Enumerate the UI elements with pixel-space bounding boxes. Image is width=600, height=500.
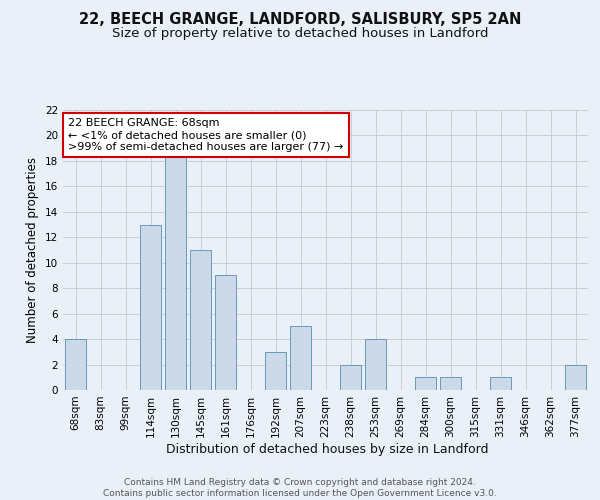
Bar xyxy=(290,326,311,390)
Bar xyxy=(340,364,361,390)
Text: Contains HM Land Registry data © Crown copyright and database right 2024.
Contai: Contains HM Land Registry data © Crown c… xyxy=(103,478,497,498)
Text: 22 BEECH GRANGE: 68sqm
← <1% of detached houses are smaller (0)
>99% of semi-det: 22 BEECH GRANGE: 68sqm ← <1% of detached… xyxy=(68,118,344,152)
Bar xyxy=(265,352,286,390)
Bar xyxy=(65,339,86,390)
Bar xyxy=(490,378,511,390)
Bar xyxy=(565,364,586,390)
Bar xyxy=(440,378,461,390)
Text: 22, BEECH GRANGE, LANDFORD, SALISBURY, SP5 2AN: 22, BEECH GRANGE, LANDFORD, SALISBURY, S… xyxy=(79,12,521,28)
Y-axis label: Number of detached properties: Number of detached properties xyxy=(26,157,40,343)
Bar xyxy=(165,148,186,390)
Bar xyxy=(140,224,161,390)
Bar xyxy=(190,250,211,390)
Bar xyxy=(215,276,236,390)
Bar xyxy=(415,378,436,390)
Bar xyxy=(365,339,386,390)
Text: Distribution of detached houses by size in Landford: Distribution of detached houses by size … xyxy=(166,442,488,456)
Text: Size of property relative to detached houses in Landford: Size of property relative to detached ho… xyxy=(112,28,488,40)
